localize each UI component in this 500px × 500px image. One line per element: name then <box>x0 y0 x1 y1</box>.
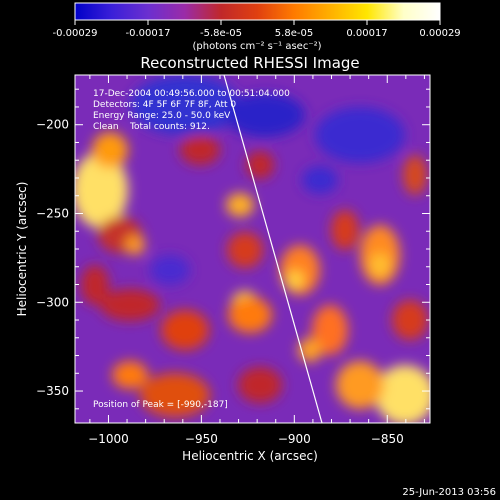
emission-blob <box>100 289 160 321</box>
emission-blob <box>180 135 220 165</box>
y-tick-label: −300 <box>36 295 69 309</box>
colorbar-tick-label: 5.8e-05 <box>275 28 313 39</box>
emission-blob <box>130 75 240 135</box>
y-tick-label: −350 <box>36 384 69 398</box>
x-axis: −1000 −950 −900 −850 <box>88 75 425 446</box>
emission-blob <box>161 310 209 350</box>
x-tick-label: −850 <box>371 432 404 446</box>
emission-blob <box>226 193 254 217</box>
emission-blob <box>403 155 427 195</box>
x-axis-label: Heliocentric X (arcsec) <box>182 449 318 463</box>
colorbar-tick-label: -0.00029 <box>53 28 98 39</box>
y-tick-label: −200 <box>36 118 69 132</box>
emission-blob <box>238 367 282 403</box>
emission-blob <box>150 255 190 285</box>
info-line-clean: Clean Total counts: 912. <box>93 122 210 132</box>
emission-blob <box>125 235 145 255</box>
emission-blob <box>298 338 322 362</box>
footer-timestamp: 25-Jun-2013 03:56 <box>402 487 496 498</box>
emission-blob <box>370 253 390 277</box>
peak-position-label: Position of Peak = [-990,-187] <box>93 400 228 410</box>
info-line-energy: Energy Range: 25.0 - 50.0 keV <box>93 111 231 121</box>
x-tick-label: −950 <box>185 432 218 446</box>
y-axis: −200 −250 −300 −350 <box>36 88 430 410</box>
y-tick-label: −250 <box>36 206 69 220</box>
colorbar-gradient <box>74 2 441 21</box>
x-tick-label: −900 <box>278 432 311 446</box>
emission-blob <box>81 265 109 305</box>
solar-limb <box>223 75 323 423</box>
emission-blob <box>286 270 304 290</box>
info-line-time: 17-Dec-2004 00:49:56.000 to 00:51:04.000 <box>93 89 290 99</box>
emission-blob <box>140 373 210 417</box>
colorbar-unit-label: (photons cm⁻² s⁻¹ asec⁻²) <box>192 41 321 52</box>
y-axis-label: Heliocentric Y (arcsec) <box>15 182 29 317</box>
emission-blob <box>302 166 338 194</box>
colorbar: -0.00029 -0.00017 -5.8e-05 5.8e-05 0.00017 0.… <box>53 2 461 52</box>
emission-blob <box>75 152 128 228</box>
emission-blob <box>392 300 428 340</box>
emission-blob <box>228 297 272 333</box>
colorbar-tick-label: 0.00017 <box>346 28 387 39</box>
emission-blob <box>227 232 263 268</box>
colorbar-tick-label: 0.00029 <box>419 28 460 39</box>
emission-blob <box>112 361 148 389</box>
emission-blob <box>336 361 384 409</box>
rhessi-image <box>75 75 430 423</box>
emission-blob <box>92 132 128 168</box>
colorbar-tick-label: -5.8e-05 <box>200 28 242 39</box>
info-line-detectors: Detectors: 4F 5F 6F 7F 8F, Att 0 <box>93 100 236 110</box>
emission-blob <box>315 107 405 163</box>
emission-blob <box>312 305 348 355</box>
info-text: 17-Dec-2004 00:49:56.000 to 00:51:04.000… <box>93 89 290 132</box>
emission-blob <box>246 151 274 179</box>
x-tick-label: −1000 <box>88 432 129 446</box>
plot-title: Reconstructed RHESSI Image <box>140 54 359 72</box>
emission-blob <box>375 365 430 423</box>
emission-blob <box>225 93 305 137</box>
emission-blob <box>331 210 359 250</box>
colorbar-tick-label: -0.00017 <box>126 28 171 39</box>
